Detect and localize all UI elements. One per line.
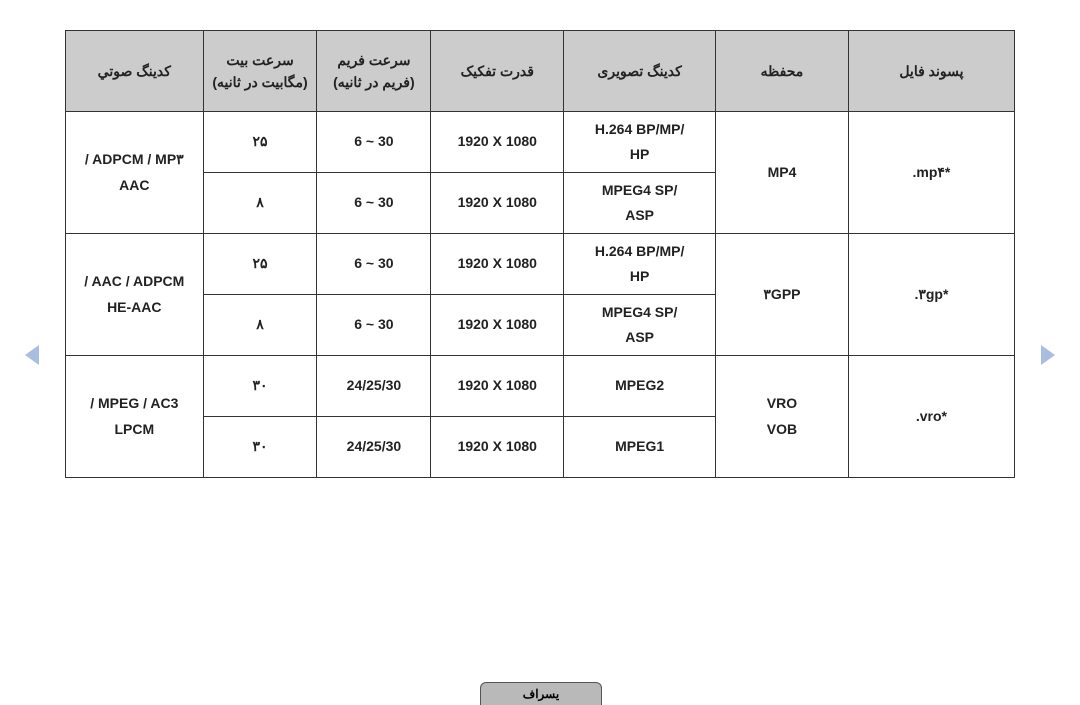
header-vcodec: کدینگ تصویری xyxy=(564,31,716,112)
cell-fps: 6 ~ 30 xyxy=(317,112,431,173)
header-ext: پسوند فایل xyxy=(848,31,1014,112)
header-resolution: قدرت تفکیک xyxy=(431,31,564,112)
cell-vcodec: MPEG4 SP/ASP xyxy=(564,173,716,234)
cell-vcodec: H.264 BP/MP/HP xyxy=(564,234,716,295)
cell-bitrate: ۳۰ xyxy=(203,356,317,417)
cell-bitrate: ۸ xyxy=(203,295,317,356)
codec-table-container: كدينگ صوتي سرعت بیت(مگابیت در ثانیه) سرع… xyxy=(65,30,1015,478)
cell-audio: / AAC / ADPCMHE-AAC xyxy=(66,234,204,356)
cell-resolution: 1920 X 1080 xyxy=(431,234,564,295)
prev-page-button[interactable] xyxy=(25,345,39,365)
cell-ext: .۳gp* xyxy=(848,234,1014,356)
next-page-button[interactable] xyxy=(1041,345,1055,365)
cell-bitrate: ۲۵ xyxy=(203,112,317,173)
cell-fps: 6 ~ 30 xyxy=(317,173,431,234)
cell-bitrate: ۲۵ xyxy=(203,234,317,295)
cell-vcodec: MPEG1 xyxy=(564,417,716,478)
cell-audio: / MPEG / AC3LPCM xyxy=(66,356,204,478)
header-fps: سرعت فریم(فریم در ثانیه) xyxy=(317,31,431,112)
cell-fps: 6 ~ 30 xyxy=(317,234,431,295)
table-body: / ADPCM / MP۳AAC۲۵6 ~ 301920 X 1080H.264… xyxy=(66,112,1015,478)
cell-ext: .vro* xyxy=(848,356,1014,478)
cell-resolution: 1920 X 1080 xyxy=(431,295,564,356)
cell-resolution: 1920 X 1080 xyxy=(431,112,564,173)
header-container: محفظه xyxy=(716,31,849,112)
cell-container: ۳GPP xyxy=(716,234,849,356)
header-bitrate: سرعت بیت(مگابیت در ثانیه) xyxy=(203,31,317,112)
cell-container: VROVOB xyxy=(716,356,849,478)
cell-fps: 24/25/30 xyxy=(317,356,431,417)
language-tab[interactable]: یسراف xyxy=(480,682,602,705)
cell-resolution: 1920 X 1080 xyxy=(431,173,564,234)
cell-vcodec: MPEG4 SP/ASP xyxy=(564,295,716,356)
cell-resolution: 1920 X 1080 xyxy=(431,356,564,417)
cell-bitrate: ۸ xyxy=(203,173,317,234)
cell-audio: / ADPCM / MP۳AAC xyxy=(66,112,204,234)
language-tab-label: یسراف xyxy=(523,687,559,701)
table-row: / ADPCM / MP۳AAC۲۵6 ~ 301920 X 1080H.264… xyxy=(66,112,1015,173)
cell-ext: .mp۴* xyxy=(848,112,1014,234)
table-row: / MPEG / AC3LPCM۳۰24/25/301920 X 1080MPE… xyxy=(66,356,1015,417)
cell-bitrate: ۳۰ xyxy=(203,417,317,478)
table-row: / AAC / ADPCMHE-AAC۲۵6 ~ 301920 X 1080H.… xyxy=(66,234,1015,295)
table-header-row: كدينگ صوتي سرعت بیت(مگابیت در ثانیه) سرع… xyxy=(66,31,1015,112)
codec-table: كدينگ صوتي سرعت بیت(مگابیت در ثانیه) سرع… xyxy=(65,30,1015,478)
cell-vcodec: H.264 BP/MP/HP xyxy=(564,112,716,173)
cell-resolution: 1920 X 1080 xyxy=(431,417,564,478)
cell-fps: 6 ~ 30 xyxy=(317,295,431,356)
header-audio: كدينگ صوتي xyxy=(66,31,204,112)
cell-container: MP4 xyxy=(716,112,849,234)
cell-vcodec: MPEG2 xyxy=(564,356,716,417)
cell-fps: 24/25/30 xyxy=(317,417,431,478)
